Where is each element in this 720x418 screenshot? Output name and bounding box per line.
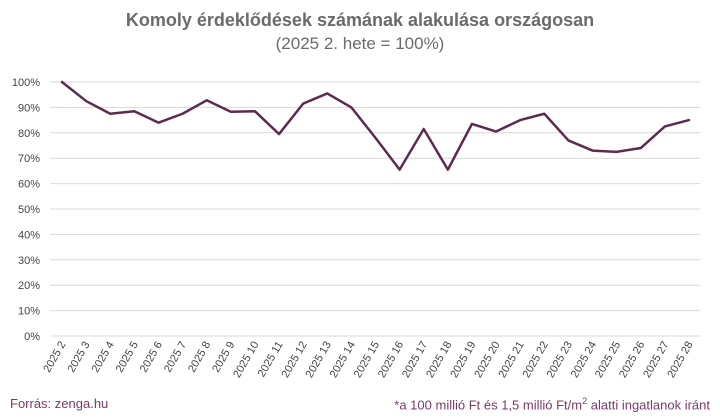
data-point bbox=[325, 91, 329, 95]
y-tick-label: 20% bbox=[18, 280, 40, 292]
source-note: Forrás: zenga.hu bbox=[10, 396, 109, 411]
y-tick-label: 40% bbox=[18, 229, 40, 241]
data-point bbox=[639, 146, 643, 150]
x-tick-label: 2025 3 bbox=[65, 340, 92, 375]
footnote-suffix: alatti ingatlanok iránt bbox=[587, 397, 710, 413]
data-point bbox=[663, 124, 667, 128]
x-tick-label: 2025 6 bbox=[138, 340, 165, 375]
data-point bbox=[156, 121, 160, 125]
y-tick-label: 0% bbox=[24, 331, 40, 343]
data-point bbox=[494, 130, 498, 134]
data-point bbox=[205, 98, 209, 102]
data-point bbox=[446, 168, 450, 172]
chart-subtitle: (2025 2. hete = 100%) bbox=[275, 34, 445, 53]
data-point bbox=[301, 102, 305, 106]
footnote-prefix: *a 100 millió Ft és 1,5 millió Ft/m bbox=[394, 397, 583, 413]
data-point bbox=[518, 118, 522, 122]
data-point bbox=[253, 109, 257, 113]
x-tick-label: 2025 5 bbox=[114, 340, 141, 375]
footnote-superscript: 2 bbox=[582, 396, 588, 406]
x-tick-label: 2025 8 bbox=[186, 340, 213, 375]
data-point bbox=[84, 99, 88, 103]
y-tick-label: 100% bbox=[12, 77, 40, 89]
data-point bbox=[566, 138, 570, 142]
series-line bbox=[60, 80, 691, 171]
data-point bbox=[687, 118, 691, 122]
y-tick-label: 50% bbox=[18, 204, 40, 216]
data-point bbox=[277, 132, 281, 136]
data-point bbox=[398, 168, 402, 172]
chart-title: Komoly érdeklődések számának alakulása o… bbox=[125, 10, 595, 30]
x-tick-label: 2025 4 bbox=[90, 340, 117, 375]
data-point bbox=[229, 110, 233, 114]
x-tick-label: 2025 7 bbox=[162, 340, 189, 375]
y-tick-label: 90% bbox=[18, 102, 40, 114]
y-tick-label: 60% bbox=[18, 179, 40, 191]
footnote: *a 100 millió Ft és 1,5 millió Ft/m2 ala… bbox=[394, 396, 710, 412]
data-point bbox=[615, 150, 619, 154]
data-point bbox=[422, 127, 426, 131]
data-point bbox=[542, 112, 546, 116]
data-point bbox=[132, 109, 136, 113]
data-point bbox=[108, 112, 112, 116]
y-tick-label: 70% bbox=[18, 153, 40, 165]
y-tick-label: 10% bbox=[18, 306, 40, 318]
data-point bbox=[591, 149, 595, 153]
data-point bbox=[349, 105, 353, 109]
data-point bbox=[181, 112, 185, 116]
data-point bbox=[374, 136, 378, 140]
data-point bbox=[470, 122, 474, 126]
data-point bbox=[60, 80, 64, 84]
y-tick-label: 30% bbox=[18, 255, 40, 267]
y-tick-label: 80% bbox=[18, 128, 40, 140]
x-tick-label: 2025 2 bbox=[41, 340, 68, 375]
